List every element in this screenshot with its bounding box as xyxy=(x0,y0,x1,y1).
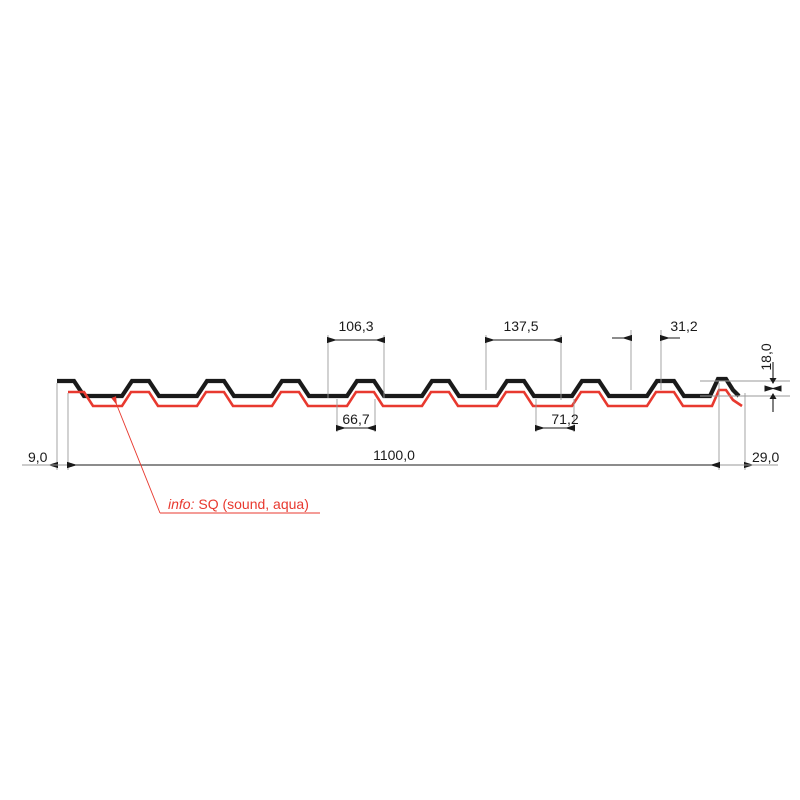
dim-label-9-0: 9,0 xyxy=(28,449,48,465)
profile-inner-line-sq xyxy=(68,388,743,408)
info-annotation: info: SQ (sound, aqua) xyxy=(168,496,309,512)
dim-label-71-2: 71,2 xyxy=(551,411,578,427)
info-annotation-rest: SQ (sound, aqua) xyxy=(194,496,308,512)
dim-label-18-0: 18,0 xyxy=(758,343,774,370)
dim-label-29-0: 29,0 xyxy=(752,449,779,465)
info-leader-line xyxy=(111,396,320,514)
dimension-lines xyxy=(40,334,782,469)
info-annotation-emphasis: info: xyxy=(168,496,195,512)
dim-label-66-7: 66,7 xyxy=(342,411,369,427)
profile-outer-line xyxy=(57,376,741,399)
dim-label-31-2: 31,2 xyxy=(670,318,697,334)
dim-label-106-3: 106,3 xyxy=(338,318,373,334)
dim-label-137-5: 137,5 xyxy=(503,318,538,334)
dim-label-1100-0: 1100,0 xyxy=(373,447,415,463)
